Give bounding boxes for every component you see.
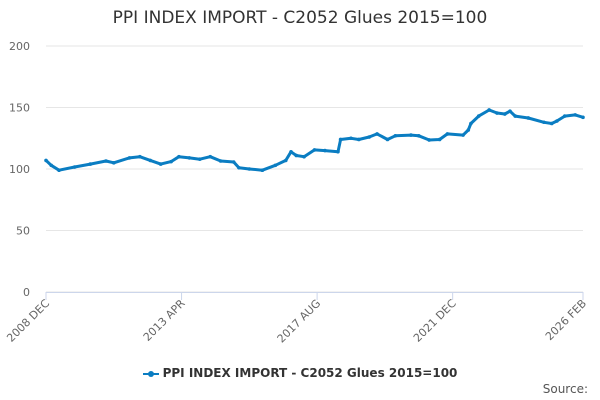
data-point — [375, 132, 379, 136]
data-point — [284, 158, 288, 163]
data-point — [273, 163, 278, 168]
data-point — [513, 114, 518, 118]
y-tick-label: 100 — [9, 163, 30, 176]
source-label: Source: — [542, 382, 588, 396]
data-point — [289, 149, 293, 154]
data-point — [312, 148, 317, 152]
data-point — [526, 116, 531, 120]
data-point — [237, 165, 241, 170]
data-point — [508, 109, 512, 113]
data-point — [218, 159, 223, 163]
x-tick-label: 2008 DEC — [4, 297, 52, 345]
data-point — [461, 133, 465, 137]
data-point — [409, 133, 413, 137]
data-point — [72, 165, 77, 169]
data-point — [542, 120, 546, 125]
chart-title: PPI INDEX IMPORT - C2052 Glues 2015=100 — [112, 8, 488, 28]
data-point — [57, 168, 61, 173]
data-point — [44, 158, 48, 163]
data-point — [393, 133, 398, 138]
data-point — [385, 137, 390, 142]
y-tick-label: 50 — [16, 225, 30, 238]
data-point — [148, 158, 153, 163]
data-point — [573, 113, 577, 117]
data-point — [487, 108, 491, 112]
data-point — [349, 136, 353, 141]
data-point — [562, 114, 567, 118]
x-tick-label: 2026 FEB — [543, 297, 589, 343]
data-point — [469, 121, 473, 126]
data-point — [127, 156, 132, 160]
y-tick-label: 150 — [9, 102, 30, 115]
data-point — [247, 167, 252, 171]
data-point — [502, 112, 507, 116]
data-point — [187, 156, 192, 160]
series-line — [44, 108, 584, 172]
data-point — [138, 154, 142, 159]
data-point — [445, 132, 450, 136]
data-point — [581, 115, 585, 120]
data-point — [549, 121, 554, 126]
data-point — [357, 137, 361, 142]
data-point — [336, 149, 340, 154]
legend-item[interactable]: PPI INDEX IMPORT - C2052 Glues 2015=100 — [0, 366, 600, 380]
data-point — [367, 135, 372, 139]
y-tick-label: 200 — [9, 40, 30, 53]
data-point — [302, 154, 306, 159]
data-point — [476, 114, 481, 118]
data-point — [294, 153, 299, 158]
legend-label: PPI INDEX IMPORT - C2052 Glues 2015=100 — [162, 366, 458, 380]
data-point — [158, 162, 163, 166]
data-point — [416, 133, 421, 138]
data-point — [338, 137, 343, 142]
data-point — [88, 162, 93, 166]
data-point — [495, 111, 499, 115]
data-point — [437, 137, 442, 142]
data-point — [111, 161, 116, 165]
data-point — [198, 157, 202, 161]
data-point — [177, 154, 181, 159]
data-point — [555, 119, 559, 123]
x-tick-label: 2017 AUG — [275, 297, 324, 346]
data-point — [323, 148, 327, 153]
data-point — [208, 154, 213, 159]
x-tick-label: 2021 DEC — [411, 297, 459, 345]
data-point — [104, 159, 108, 163]
data-point — [49, 163, 54, 168]
x-tick-label: 2013 APR — [141, 297, 188, 344]
legend-marker-icon — [142, 370, 159, 377]
data-point — [427, 138, 431, 142]
data-point — [260, 168, 265, 173]
y-tick-label: 0 — [23, 286, 30, 299]
data-point — [231, 160, 236, 164]
data-point — [466, 128, 471, 132]
data-point — [169, 159, 173, 164]
